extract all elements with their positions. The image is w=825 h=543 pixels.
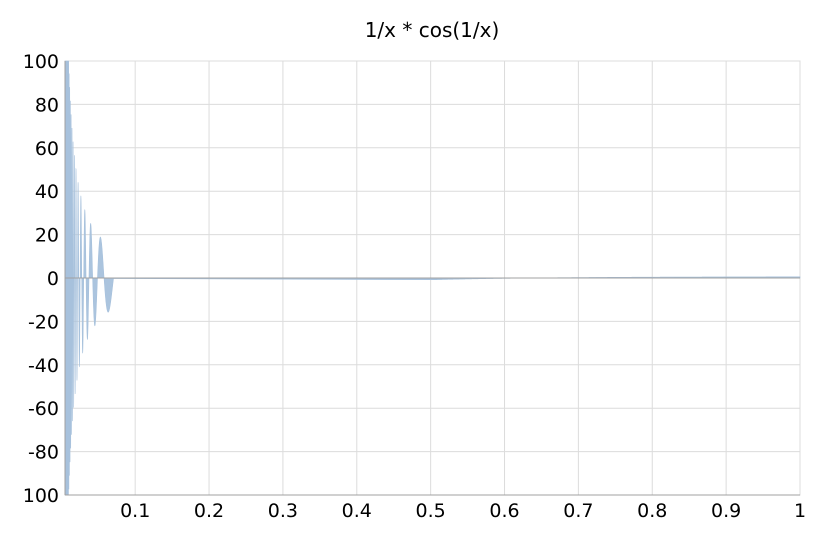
x-tick-label: 0.8 — [637, 500, 667, 522]
x-tick-label: 0.1 — [120, 500, 150, 522]
x-tick-label: 0.2 — [194, 500, 224, 522]
y-tick-label: -80 — [28, 442, 59, 464]
x-tick-label: 1 — [794, 500, 806, 522]
x-tick-label: 0.6 — [489, 500, 519, 522]
y-tick-label: -60 — [28, 398, 59, 420]
x-tick-label: 0.5 — [416, 500, 446, 522]
y-tick-label: 40 — [35, 181, 59, 203]
y-tick-label: 100 — [23, 485, 59, 507]
y-tick-label: 60 — [35, 138, 59, 160]
y-tick-label: 100 — [23, 51, 59, 73]
x-axis-ticks: 0.1 0.2 0.3 0.4 0.5 0.6 0.7 0.8 0.9 1 — [120, 500, 806, 522]
y-tick-label: 20 — [35, 225, 59, 247]
y-tick-label: 0 — [47, 268, 59, 290]
y-tick-label: -40 — [28, 355, 59, 377]
y-axis-ticks: 100 80 60 40 20 0 -20 -40 -60 -80 100 — [23, 51, 59, 507]
y-tick-label: 80 — [35, 94, 59, 116]
chart-title: 1/x * cos(1/x) — [365, 18, 500, 42]
x-tick-label: 0.3 — [268, 500, 298, 522]
axes — [64, 61, 800, 496]
x-tick-label: 0.7 — [563, 500, 593, 522]
x-tick-label: 0.4 — [342, 500, 372, 522]
y-tick-label: -20 — [28, 311, 59, 333]
x-tick-label: 0.9 — [711, 500, 741, 522]
